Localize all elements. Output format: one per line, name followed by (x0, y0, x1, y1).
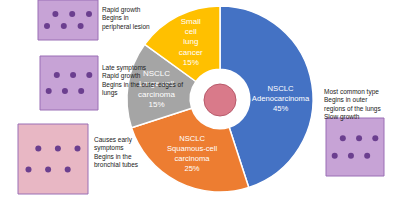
svg-text:Smallcelllungcancer15%: Smallcelllungcancer15% (179, 17, 203, 68)
svg-text:NSCLCAdenocarcinoma45%: NSCLCAdenocarcinoma45% (252, 84, 310, 113)
svg-text:Most common typeBegins in oute: Most common typeBegins in outerregions o… (324, 88, 381, 121)
svg-text:Rapid growthBegins inperiphera: Rapid growthBegins inperipheral lesion (102, 6, 150, 31)
svg-text:NSCLCLarge-cellcarcinoma15%: NSCLCLarge-cellcarcinoma15% (138, 69, 175, 109)
svg-text:Late symptomsRapid growthBegin: Late symptomsRapid growthBegins in the o… (102, 64, 183, 97)
svg-text:NSCLCSquamous-cellcarcinoma25%: NSCLCSquamous-cellcarcinoma25% (167, 134, 217, 173)
svg-text:Causes earlysymptomsBegins in: Causes earlysymptomsBegins in thebronchi… (94, 136, 139, 168)
